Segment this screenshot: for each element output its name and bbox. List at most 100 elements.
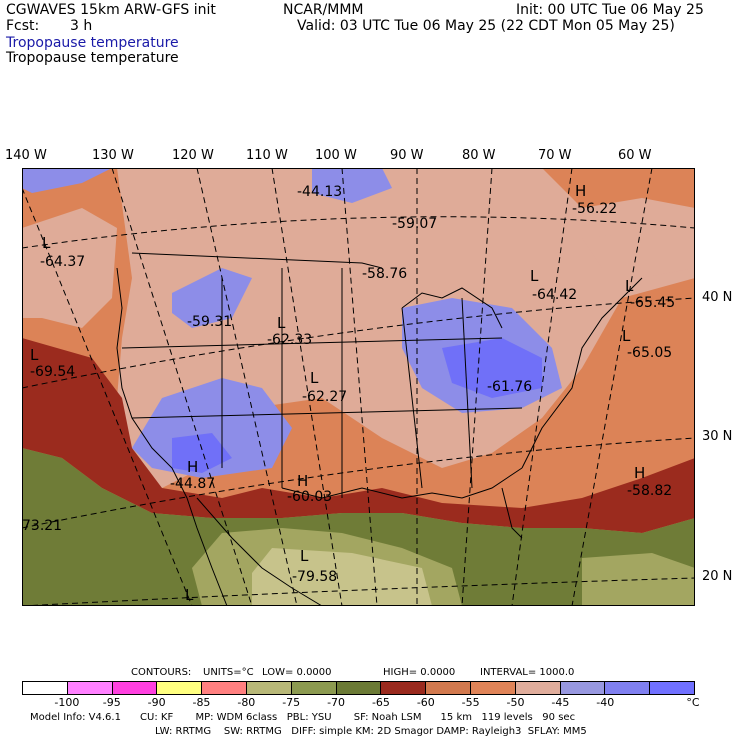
forecast-label: Fcst: (6, 18, 40, 34)
gulf-coast (281, 467, 523, 499)
shade-olive (22, 448, 695, 606)
field-title-secondary: Tropopause temperature (6, 50, 179, 66)
colorbar-box (112, 682, 158, 694)
shade-salmon (582, 228, 695, 278)
colorbar-label: -85 (192, 696, 211, 709)
annotation-value: 73.21 (22, 518, 62, 534)
model-title: CGWAVES 15km ARW-GFS init (6, 2, 216, 18)
contours-units: UNITS=°C (203, 667, 254, 678)
annotation-value: -62.33 (267, 332, 312, 348)
annotation-value: -58.76 (362, 266, 407, 282)
annotation-letter: L (300, 547, 309, 565)
canada-us-border (131, 252, 383, 269)
state-line (131, 407, 523, 419)
physics-info: LW: RRTMG SW: RRTMG DIFF: simple KM: 2D … (155, 726, 587, 737)
annotation-value: -65.05 (627, 345, 672, 361)
colorbar-box (336, 682, 382, 694)
graticule-parallel (22, 577, 695, 606)
contours-high: HIGH= 0.0000 (383, 667, 456, 678)
graticule-parallel (22, 437, 695, 529)
great-lakes (401, 287, 503, 329)
annotation-value: -60.03 (287, 489, 332, 505)
graticule-meridian (461, 168, 493, 606)
annotation-value: -79.58 (292, 569, 337, 585)
colorbar-label: -50 (506, 696, 525, 709)
annotation-value: -59.07 (392, 216, 437, 232)
annotation-letter: L (277, 314, 286, 332)
shade-khaki (582, 553, 695, 606)
colorbar-box (202, 682, 247, 694)
colorbar-box (23, 682, 68, 694)
contours-low: LOW= 0.0000 (262, 667, 332, 678)
map-frame (22, 168, 695, 606)
forecast-hour: 3 h (70, 18, 93, 34)
colorbar-box (560, 682, 606, 694)
lon-label: 120 W (172, 148, 214, 163)
colorbar-label: -90 (147, 696, 166, 709)
state-line (121, 337, 503, 349)
annotation-letter: L (622, 327, 631, 345)
lon-label: 140 W (5, 148, 47, 163)
colorbar (22, 681, 695, 695)
annotation-letter: L (530, 267, 539, 285)
annotation-value: -64.42 (532, 287, 577, 303)
colorbar-box (605, 682, 651, 694)
colorbar-box (650, 682, 694, 694)
graticule (22, 168, 695, 606)
lat-label: 30 N (702, 429, 733, 444)
annotation-value: -56.22 (572, 201, 617, 217)
east-coast (521, 277, 643, 469)
center-label: NCAR/MMM (283, 2, 364, 18)
annotation-letter: L (310, 369, 319, 387)
annotation-value: -69.54 (30, 364, 75, 380)
tropopause-temperature-map: -44.13 -59.07 H -56.22 L -64.37 -58.76 L… (22, 168, 695, 606)
contours-interval: INTERVAL= 1000.0 (480, 667, 575, 678)
lon-label: 90 W (390, 148, 424, 163)
shade-blue (172, 268, 252, 328)
lon-label: 130 W (92, 148, 134, 163)
lat-label: 20 N (702, 569, 733, 584)
coastlines (116, 252, 643, 606)
lon-label: 100 W (315, 148, 357, 163)
graticule-meridian (22, 187, 193, 606)
colorbar-box (157, 682, 203, 694)
colorbar-box (246, 682, 292, 694)
annotation-letter: H (297, 472, 308, 490)
lon-label: 110 W (246, 148, 288, 163)
colorbar-box (470, 682, 516, 694)
colorbar-box (381, 682, 427, 694)
annotation-value: -44.87 (170, 476, 215, 492)
annotation-letter: H (634, 464, 645, 482)
lat-label: 40 N (702, 290, 733, 305)
colorbar-label: -100 (54, 696, 80, 709)
graticule-meridian (111, 168, 253, 606)
valid-time: Valid: 03 UTC Tue 06 May 25 (22 CDT Mon … (297, 18, 675, 34)
colorbar-label: -65 (371, 696, 390, 709)
annotation-letter: L (185, 586, 194, 604)
shade-blue (442, 338, 542, 398)
shade-blue (312, 168, 392, 203)
colorbar-box (515, 682, 561, 694)
annotation-value: -62.27 (302, 389, 347, 405)
colorbar-label: -70 (327, 696, 346, 709)
colorbar-box (426, 682, 471, 694)
init-time: Init: 00 UTC Tue 06 May 25 (516, 2, 704, 18)
annotation-value: -59.31 (187, 314, 232, 330)
colorbar-label: -75 (282, 696, 301, 709)
state-line (461, 297, 473, 489)
lon-label: 80 W (462, 148, 496, 163)
florida (501, 487, 523, 539)
shade-darkred (22, 338, 695, 533)
colorbar-label: -80 (237, 696, 256, 709)
annotation-letter: H (187, 458, 198, 476)
lon-label: 60 W (618, 148, 652, 163)
colorbar-label: -55 (461, 696, 480, 709)
graticule-meridian (571, 168, 653, 606)
colorbar-label: -60 (416, 696, 435, 709)
annotation-letter: L (625, 277, 634, 295)
graticule-meridian (511, 168, 573, 606)
mexico-coast (196, 497, 323, 606)
lon-label: 70 W (538, 148, 572, 163)
shade-blue (22, 168, 112, 193)
model-info: Model Info: V4.6.1 CU: KF MP: WDM 6class… (30, 712, 576, 723)
